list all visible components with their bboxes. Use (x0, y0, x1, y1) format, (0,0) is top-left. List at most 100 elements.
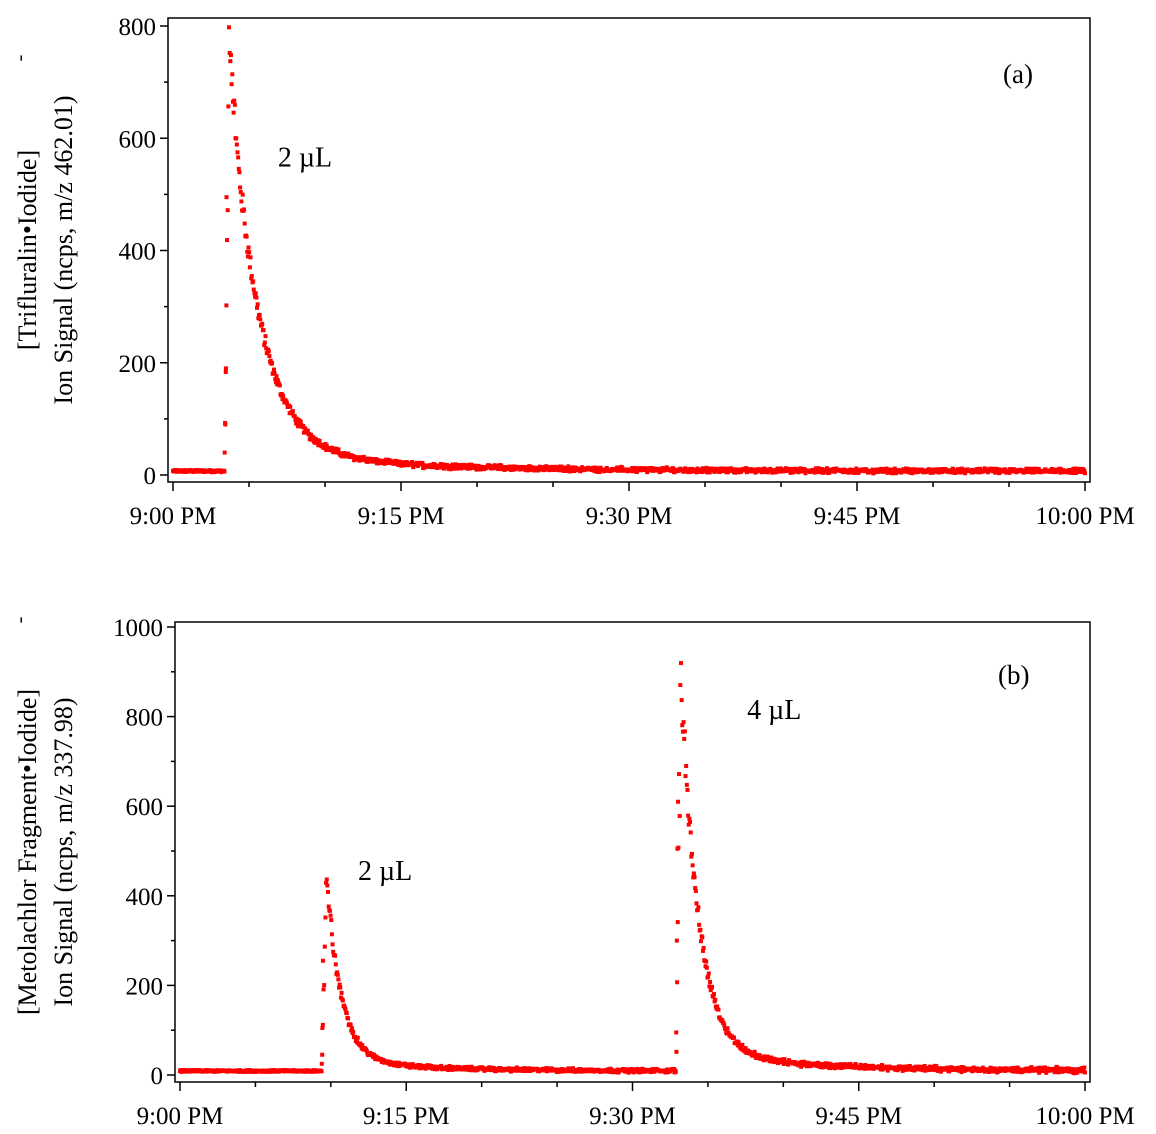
data-point (1079, 470, 1084, 475)
data-point (542, 467, 547, 472)
data-point (290, 411, 295, 416)
data-point (335, 972, 340, 977)
data-point (863, 1063, 868, 1068)
y-tick-label: 400 (119, 239, 157, 266)
data-point (823, 1064, 828, 1069)
data-point (355, 1035, 360, 1040)
data-point (267, 354, 272, 359)
data-point (242, 221, 247, 226)
data-point (223, 422, 228, 427)
data-point (239, 199, 244, 204)
data-point (690, 863, 695, 868)
y-tick-label: 800 (119, 14, 157, 41)
data-point (255, 302, 260, 307)
data-point (232, 102, 237, 107)
data-point (336, 447, 341, 452)
data-point (791, 470, 796, 475)
panel-b-annotations: 2 µL 4 µL (358, 695, 801, 887)
data-point (270, 360, 275, 365)
data-point (227, 25, 232, 30)
data-point (311, 435, 316, 440)
data-point (1033, 466, 1038, 471)
data-point (251, 279, 256, 284)
x-tick-label: 9:45 PM (814, 503, 901, 530)
data-point (322, 944, 327, 949)
data-point (1082, 468, 1087, 473)
x-tick-label: 9:45 PM (815, 1103, 902, 1130)
panel-a-y-axis: 0 200 400 600 800 (119, 14, 168, 490)
data-point (715, 1004, 720, 1009)
data-point (353, 1034, 358, 1039)
data-point (473, 463, 478, 468)
x-tick-label: 10:00 PM (1035, 1103, 1134, 1130)
data-point (677, 772, 682, 777)
data-point (777, 469, 782, 474)
data-point (249, 276, 254, 281)
data-point (227, 50, 232, 55)
data-point (1002, 1068, 1007, 1073)
panel-b-y-axis: 0 200 400 600 800 1000 (113, 615, 175, 1090)
data-point (236, 155, 241, 160)
data-point (322, 983, 327, 988)
panel-b-tag: (b) (998, 660, 1029, 690)
data-point (684, 764, 689, 769)
data-point (262, 340, 267, 345)
data-point (277, 383, 282, 388)
panel-a-annotations: 2 µL (278, 142, 332, 173)
data-point (324, 443, 329, 448)
data-point (729, 466, 734, 471)
data-point (1044, 1070, 1049, 1075)
data-point (740, 1042, 745, 1047)
data-point (711, 992, 716, 997)
data-point (234, 142, 239, 147)
data-point (296, 424, 301, 429)
data-point (796, 1063, 801, 1068)
data-point (708, 979, 713, 984)
x-tick-label: 9:00 PM (130, 503, 217, 530)
data-point (725, 1026, 730, 1031)
data-point (683, 774, 688, 779)
data-point (343, 454, 348, 459)
y-tick-label: 400 (126, 884, 164, 911)
data-point (410, 459, 415, 464)
x-tick-label: 9:15 PM (358, 503, 445, 530)
data-point (697, 922, 702, 927)
data-point (333, 953, 338, 958)
data-point (254, 295, 259, 300)
panel-a-ylabel-superscript: - (9, 55, 31, 62)
data-point (700, 935, 705, 940)
data-point (684, 782, 689, 787)
data-point (324, 877, 329, 882)
data-point (290, 409, 295, 414)
data-point (237, 170, 242, 175)
data-point (319, 1061, 324, 1066)
data-point (235, 150, 240, 155)
data-point (698, 927, 703, 932)
data-point (675, 980, 680, 985)
data-point (676, 799, 681, 804)
data-point (246, 245, 251, 250)
data-point (238, 190, 243, 195)
panel-a-ylabel-line2: Ion Signal (ncps, m/z 462.01) (49, 95, 78, 404)
data-point (678, 683, 683, 688)
data-point (934, 1064, 939, 1069)
data-point (240, 192, 245, 197)
data-point (251, 287, 256, 292)
data-point (330, 942, 335, 947)
data-point (816, 466, 821, 471)
data-point (242, 207, 247, 212)
data-point (827, 1061, 832, 1066)
data-point (343, 1007, 348, 1012)
data-point (707, 470, 712, 475)
data-point (1029, 1065, 1034, 1070)
data-point (339, 990, 344, 995)
x-tick-label: 9:00 PM (137, 1103, 224, 1130)
y-tick-label: 600 (126, 794, 164, 821)
y-tick-label: 1000 (113, 615, 163, 642)
data-point (673, 1069, 678, 1074)
data-point (331, 949, 336, 954)
data-point (476, 463, 481, 468)
panel-a-ylabel-line1: [Trifluralin•Iodide] (13, 150, 42, 350)
data-point (361, 454, 366, 459)
data-point (224, 303, 229, 308)
